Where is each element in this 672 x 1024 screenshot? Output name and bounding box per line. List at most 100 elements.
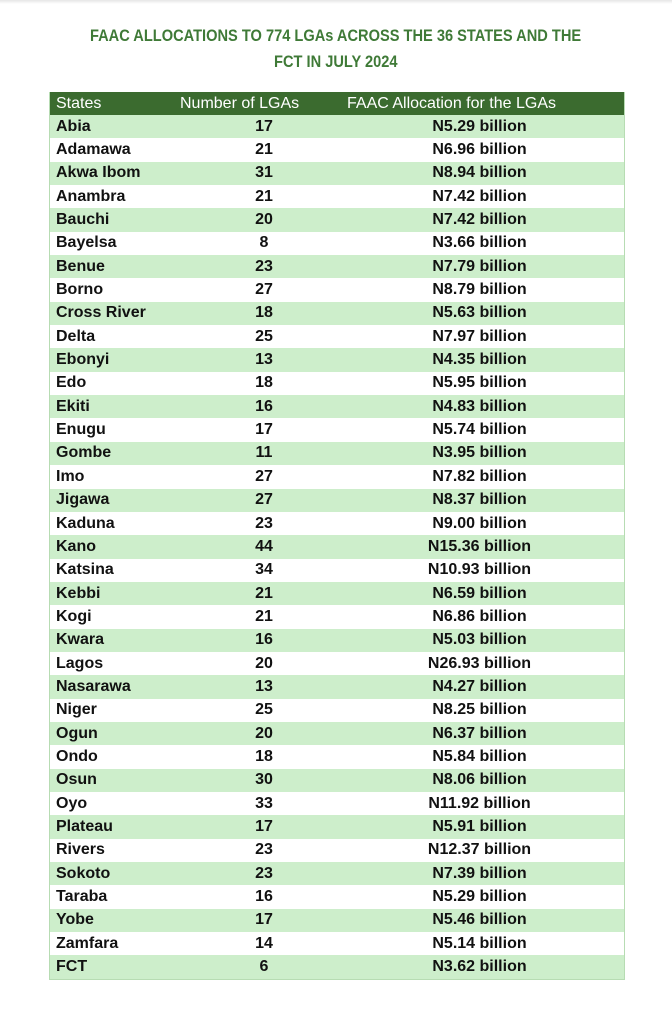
state-cell: Kano [56,537,96,555]
state-cell: Taraba [56,888,108,906]
state-cell: Lagos [56,654,104,672]
lga-count-cell: 30 [255,771,273,789]
lga-count-cell: 25 [255,327,273,345]
header-faac-allocation: FAAC Allocation for the LGAs [347,94,556,112]
state-cell: Enugu [56,421,106,439]
allocation-cell: N4.27 billion [432,677,527,695]
lga-count-cell: 20 [255,211,273,229]
table-row: Bayelsa 8 N3.66 billion [50,232,624,255]
allocation-cell: N5.74 billion [432,421,527,439]
top-shadow [0,0,672,4]
lga-count-cell: 18 [255,374,273,392]
state-cell: Oyo [56,794,88,812]
state-cell: Cross River [56,304,146,322]
allocation-cell: N5.29 billion [432,888,527,906]
allocation-cell: N7.97 billion [432,327,527,345]
allocation-cell: N5.63 billion [432,304,527,322]
table-row: Gombe 11 N3.95 billion [50,441,624,466]
allocation-cell: N5.14 billion [432,934,527,952]
table-row: Jigawa 27 N8.37 billion [50,488,624,512]
state-cell: Delta [56,327,96,345]
table-header-row: States Number of LGAs FAAC Allocation fo… [50,92,624,115]
state-cell: Kebbi [56,584,101,602]
lga-count-cell: 23 [255,864,273,882]
table-row: Imo 27 N7.82 billion [50,465,624,488]
header-number-of-lgas: Number of LGAs [180,94,300,112]
allocation-cell: N26.93 billion [427,654,532,672]
state-cell: Akwa Ibom [56,164,141,182]
allocation-cell: N10.93 billion [427,561,532,579]
table-row: Osun 30 N8.06 billion [50,768,624,792]
table-row: Adamawa 21 N6.96 billion [50,138,624,161]
lga-count-cell: 27 [255,491,273,509]
state-cell: Jigawa [56,491,110,509]
lga-count-cell: 6 [259,958,269,976]
lga-count-cell: 21 [255,584,273,602]
table-row: FCT 6 N3.62 billion [50,955,624,979]
state-cell: Imo [56,467,85,485]
lga-count-cell: 13 [255,677,273,695]
state-cell: Ekiti [56,397,90,415]
lga-count-cell: 21 [255,187,273,205]
lga-count-cell: 31 [255,164,273,182]
state-cell: Zamfara [56,934,119,952]
state-cell: Sokoto [56,864,111,882]
document-title-line-1: FAAC ALLOCATIONS TO 774 LGAs ACROSS THE … [90,26,582,45]
lga-count-cell: 8 [259,234,269,252]
table-row: Rivers 23 N12.37 billion [50,839,624,862]
state-cell: Ondo [56,747,98,765]
allocation-cell: N3.95 billion [432,444,527,462]
state-cell: Borno [56,281,104,299]
allocation-cell: N7.42 billion [432,187,527,205]
lga-count-cell: 17 [255,817,273,835]
lga-count-cell: 23 [255,841,273,859]
lga-count-cell: 14 [255,934,273,952]
allocation-cell: N5.03 billion [432,631,527,649]
lga-count-cell: 17 [255,117,273,135]
allocation-cell: N4.35 billion [432,351,527,369]
allocation-cell: N4.83 billion [432,397,527,415]
table-row: Enugu 17 N5.74 billion [50,418,624,441]
state-cell: Bauchi [56,211,110,229]
allocation-cell: N8.37 billion [432,491,527,509]
state-cell: Kwara [56,631,105,649]
allocation-cell: N5.29 billion [432,117,527,135]
table-row: Edo 18 N5.95 billion [50,372,624,395]
state-cell: Yobe [56,911,94,929]
allocation-cell: N5.46 billion [432,911,527,929]
lga-count-cell: 27 [255,467,273,485]
table-row: Katsina 34 N10.93 billion [50,559,624,582]
lga-count-cell: 11 [255,444,273,462]
table-row: Anambra 21 N7.42 billion [50,185,624,208]
state-cell: Kaduna [56,514,115,532]
table-row: Lagos 20 N26.93 billion [50,652,624,675]
table-row: Ogun 20 N6.37 billion [50,721,624,746]
allocation-cell: N5.84 billion [432,747,527,765]
lga-count-cell: 21 [255,607,273,625]
allocation-cell: N8.94 billion [432,164,527,182]
table-row: Cross River 18 N5.63 billion [50,301,624,326]
state-cell: Rivers [56,841,105,859]
table-row: Ebonyi 13 N4.35 billion [50,348,624,372]
header-states: States [56,94,102,112]
table-row: Abia 17 N5.29 billion [50,115,624,139]
state-cell: Adamawa [56,141,131,159]
lga-count-cell: 16 [255,631,273,649]
table-row: Sokoto 23 N7.39 billion [50,862,624,886]
allocation-cell: N7.39 billion [432,864,527,882]
allocation-cell: N7.42 billion [432,211,527,229]
table-row: Kwara 16 N5.03 billion [50,628,624,652]
lga-count-cell: 17 [255,911,273,929]
allocation-cell: N6.96 billion [432,141,527,159]
document-title-line-2: FCT IN JULY 2024 [274,52,398,71]
lga-count-cell: 34 [255,561,273,579]
state-cell: Bayelsa [56,234,117,252]
lga-count-cell: 21 [255,141,273,159]
allocation-cell: N3.62 billion [432,958,527,976]
table-row: Benue 23 N7.79 billion [50,255,624,279]
table-row: Taraba 16 N5.29 billion [50,885,624,908]
allocation-cell: N5.95 billion [432,374,527,392]
table-row: Kaduna 23 N9.00 billion [50,512,624,535]
lga-count-cell: 44 [255,537,273,555]
allocation-cell: N8.25 billion [432,701,527,719]
